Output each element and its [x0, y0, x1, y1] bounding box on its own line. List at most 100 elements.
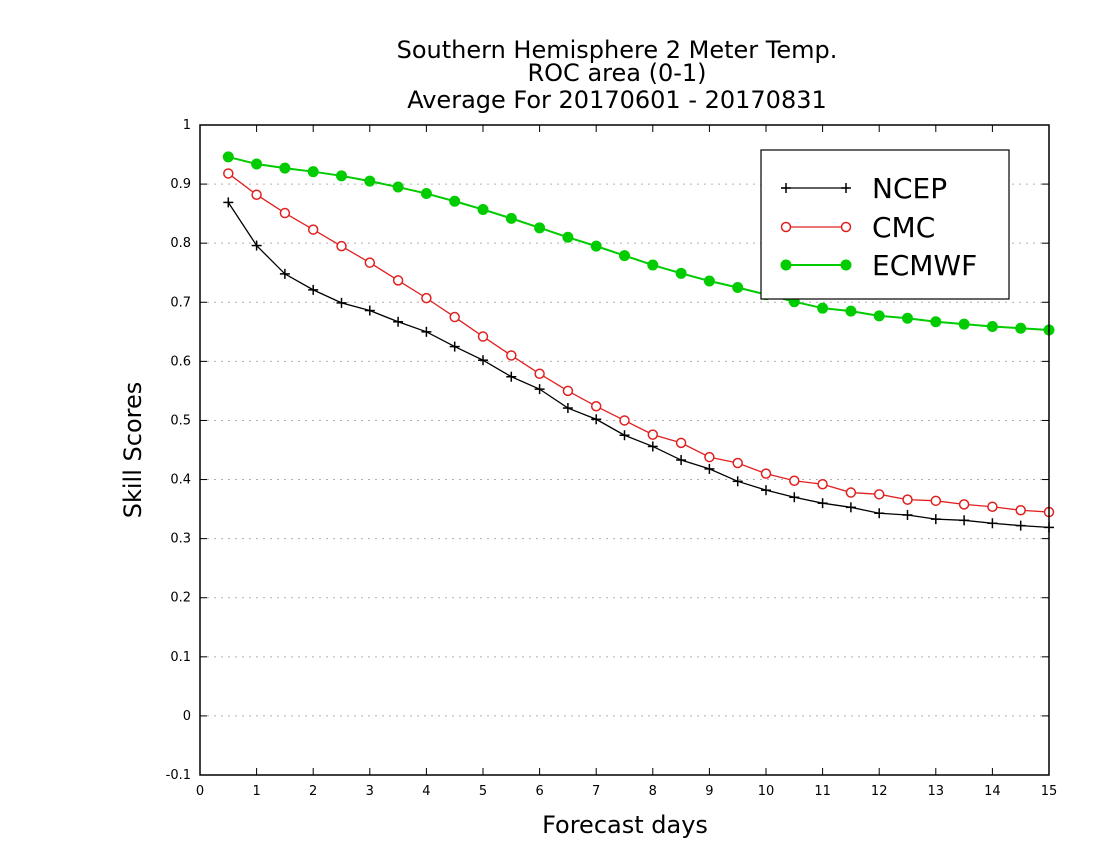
data-point-ncep — [364, 305, 375, 316]
x-tick-label: 14 — [984, 784, 1001, 799]
data-point-cmc — [477, 331, 489, 342]
data-point-cmc — [364, 257, 376, 268]
data-point-cmc — [619, 415, 630, 426]
x-tick-label: 9 — [705, 784, 713, 799]
data-point-cmc — [223, 168, 234, 179]
legend-marker-cmc — [840, 221, 852, 233]
data-point-ncep — [506, 371, 517, 382]
data-point-ncep — [449, 341, 460, 352]
data-point-ncep — [393, 316, 404, 327]
data-point-ecmwf — [336, 170, 347, 182]
data-point-ncep — [647, 441, 658, 452]
data-point-ecmwf — [307, 166, 319, 178]
y-tick-label: -0.1 — [166, 768, 191, 783]
y-axis-ticks: -0.1 0 0.1 0.2 0.3 0.4 0.5 0.6 0.7 0.8 0.9 1 — [166, 118, 1049, 783]
legend-marker-ncep — [781, 183, 791, 193]
data-point-cmc — [336, 240, 347, 252]
y-tick-label: 0.4 — [170, 473, 191, 488]
data-point-ncep — [789, 492, 800, 503]
x-tick-label: 15 — [1041, 784, 1058, 799]
data-point-ecmwf — [1015, 322, 1027, 334]
chart-title: Southern Hemisphere 2 Meter Temp. ROC ar… — [397, 36, 838, 114]
data-point-cmc — [279, 207, 291, 219]
data-point-cmc — [732, 457, 743, 469]
data-point-cmc — [675, 437, 687, 449]
data-point-ncep — [732, 476, 743, 487]
data-point-cmc — [506, 350, 517, 361]
x-tick-label: 3 — [366, 784, 374, 799]
legend-label-ecmwf: ECMWF — [872, 249, 977, 282]
data-point-cmc — [845, 487, 857, 498]
data-point-ecmwf — [703, 275, 715, 287]
y-tick-label: 0.1 — [170, 650, 191, 665]
y-tick-label: 0.8 — [170, 236, 191, 251]
y-axis-label: Skill Scores — [119, 382, 147, 519]
data-point-ncep — [676, 455, 687, 466]
data-point-cmc — [760, 468, 772, 479]
data-point-cmc — [307, 224, 319, 235]
legend-label-ncep: NCEP — [872, 172, 947, 205]
data-point-ncep — [591, 414, 602, 425]
data-point-ecmwf — [958, 318, 970, 330]
data-point-ecmwf — [902, 312, 913, 324]
data-point-ecmwf — [845, 305, 857, 317]
data-point-ecmwf — [986, 321, 998, 332]
data-point-ecmwf — [392, 181, 404, 193]
data-point-ecmwf — [222, 151, 234, 163]
x-tick-label: 7 — [592, 784, 600, 799]
legend: NCEP CMC ECMWF — [760, 149, 1010, 300]
data-point-ncep — [817, 498, 828, 509]
data-point-ncep — [562, 403, 573, 414]
data-point-ncep — [959, 515, 970, 526]
title-line-3: Average For 20170601 - 20170831 — [407, 86, 827, 114]
data-point-ncep — [761, 485, 771, 496]
data-point-cmc — [251, 189, 262, 200]
x-tick-label: 6 — [535, 784, 543, 799]
legend-item-ecmwf: ECMWF — [780, 249, 977, 282]
data-point-cmc — [902, 494, 913, 505]
plot-area-frame — [199, 124, 1050, 776]
data-point-ncep — [1015, 520, 1026, 531]
data-point-ncep — [336, 297, 347, 308]
y-tick-label: 0.3 — [170, 532, 191, 547]
data-point-ncep — [874, 508, 885, 519]
series-ncep — [223, 197, 1054, 533]
data-point-cmc — [817, 479, 828, 490]
data-point-ncep — [308, 284, 319, 295]
data-point-cmc — [704, 451, 715, 463]
legend-marker-cmc — [780, 221, 792, 233]
data-point-ncep — [534, 384, 545, 395]
data-point-cmc — [534, 368, 545, 380]
x-tick-label: 10 — [758, 784, 775, 799]
data-point-ecmwf — [364, 175, 376, 187]
y-tick-label: 0.7 — [170, 295, 191, 310]
legend-marker-ncep — [841, 183, 851, 193]
data-point-ncep — [279, 268, 290, 279]
y-tick-label: 0.6 — [170, 354, 191, 369]
x-tick-label: 11 — [814, 784, 831, 799]
title-line-2: ROC area (0-1) — [527, 59, 706, 87]
data-point-ncep — [223, 197, 234, 208]
y-tick-label: 0.5 — [170, 413, 191, 428]
x-tick-label: 8 — [649, 784, 657, 799]
data-point-cmc — [930, 495, 942, 507]
legend-marker-ecmwf — [840, 259, 852, 271]
x-tick-label: 4 — [422, 784, 430, 799]
data-point-ecmwf — [251, 158, 263, 170]
x-axis-ticks: 0 1 2 3 4 5 6 7 8 9 10 11 12 13 14 15 — [196, 125, 1057, 799]
data-point-ecmwf — [449, 195, 461, 207]
data-point-ecmwf — [619, 250, 630, 262]
data-point-cmc — [873, 489, 885, 500]
x-tick-label: 0 — [196, 784, 204, 799]
data-point-ecmwf — [675, 267, 687, 279]
data-point-ecmwf — [279, 162, 291, 174]
data-point-ecmwf — [477, 204, 489, 215]
data-point-ecmwf — [562, 231, 574, 243]
data-point-cmc — [1015, 505, 1026, 516]
data-point-ncep — [478, 355, 488, 366]
data-point-ecmwf — [590, 240, 602, 252]
series-lines — [222, 151, 1055, 533]
data-point-ecmwf — [420, 188, 432, 200]
y-tick-label: 1 — [183, 118, 191, 133]
